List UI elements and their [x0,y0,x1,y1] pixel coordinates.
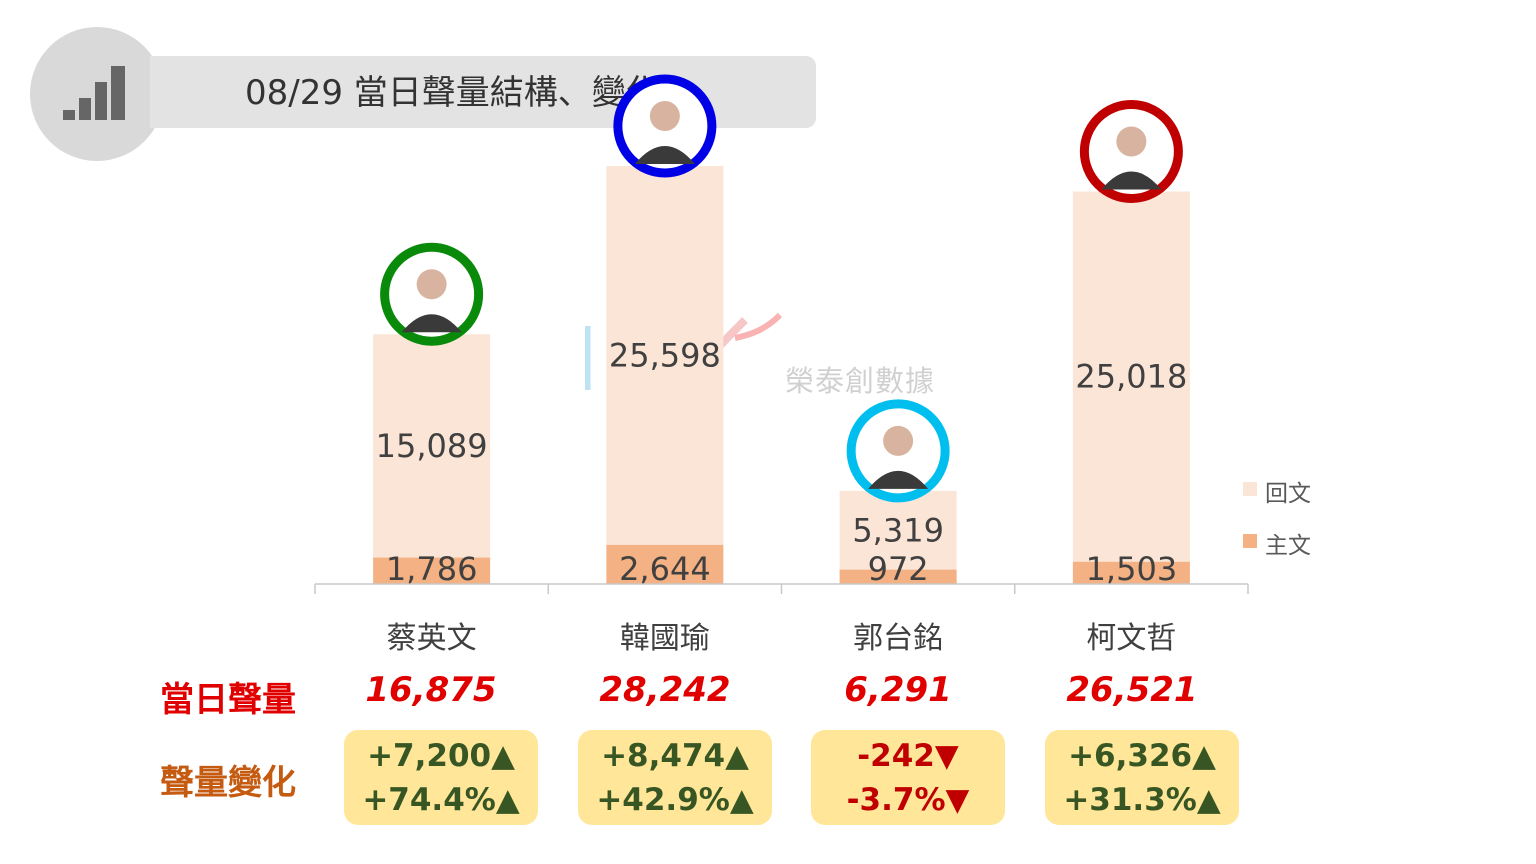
label-post-ko: 1,503 [1086,550,1178,588]
category-label-kuo: 郭台銘 [853,621,943,656]
change-box-kuo: -242▼ -3.7%▼ [811,730,1005,825]
avatar-head-tsai [416,269,447,300]
label-reply-kuo: 5,319 [852,511,944,549]
bar-post-han [606,544,724,584]
avatar-body-han [634,146,695,165]
label-post-tsai: 1,786 [386,550,478,588]
avatar-head-han [649,101,680,132]
total-han: 28,242 [599,670,731,710]
daily-volume-label: 當日聲量 [160,680,296,720]
category-label-ko: 柯文哲 [1086,621,1176,656]
bar-reply-kuo [839,490,957,570]
change-pct-tsai: +74.4%▲ [362,782,520,818]
total-ko: 26,521 [1066,670,1198,710]
change-abs-kuo: -242▼ [857,738,959,774]
label-reply-ko: 25,018 [1075,358,1187,396]
change-box-tsai: +7,200▲ +74.4%▲ [344,730,538,825]
avatar-head-kuo [883,425,914,456]
total-kuo: 6,291 [844,670,952,710]
bar-chart-icon [63,66,125,120]
bar-post-ko [1072,561,1190,584]
legend-label-post: 主文 [1265,533,1311,559]
page-title: 08/29 當日聲量結構、變化 [245,73,660,113]
category-label-tsai: 蔡英文 [387,621,477,656]
volume-change-label: 聲量變化 [160,763,296,803]
category-label-han: 韓國瑜 [620,621,710,656]
bar-reply-han [606,166,724,545]
change-abs-ko: +6,326▲ [1068,738,1216,774]
total-tsai: 16,875 [365,670,497,710]
change-abs-han: +8,474▲ [601,738,749,774]
change-pct-han: +42.9%▲ [596,782,754,818]
change-pct-ko: +31.3%▲ [1063,782,1221,818]
avatar-head-ko [1116,126,1147,157]
bar-reply-tsai [373,334,491,558]
label-reply-tsai: 15,089 [376,427,488,465]
avatar-body-ko [1101,171,1162,190]
change-box-ko: +6,326▲ +31.3%▲ [1045,730,1239,825]
watermark-text: 榮泰創數據 [785,364,936,398]
avatar-body-tsai [401,314,462,333]
bar-reply-ko [1072,191,1190,562]
change-box-han: +8,474▲ +42.9%▲ [578,730,772,825]
avatar-body-kuo [868,470,929,489]
legend-swatch-reply [1243,482,1257,496]
change-abs-tsai: +7,200▲ [367,738,515,774]
bar-post-kuo [839,569,957,584]
label-post-han: 2,644 [619,550,711,588]
bar-post-tsai [373,557,491,584]
legend-swatch-post [1243,534,1257,548]
label-reply-han: 25,598 [609,336,721,374]
change-pct-kuo: -3.7%▼ [846,782,970,818]
legend-label-reply: 回文 [1265,481,1311,507]
label-post-kuo: 972 [868,550,929,588]
